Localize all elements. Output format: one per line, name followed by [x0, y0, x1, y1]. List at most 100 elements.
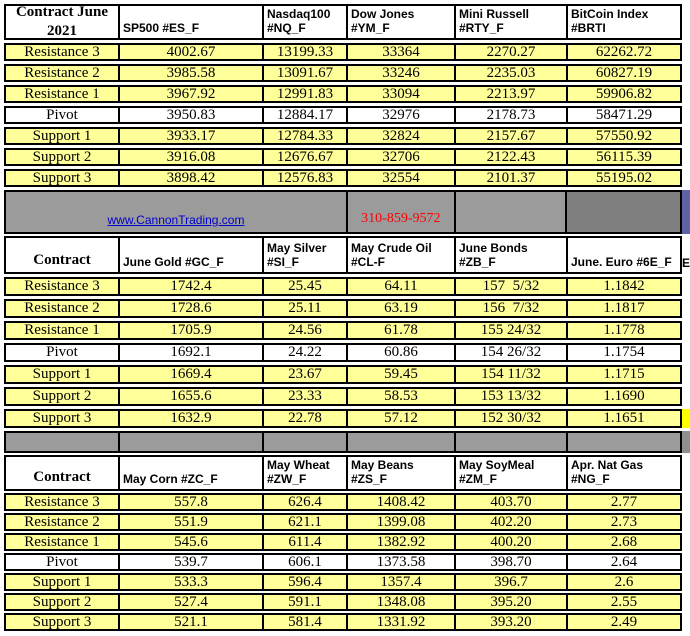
value-cell: 395.20 — [454, 593, 568, 611]
value-cell: 32706 — [346, 148, 456, 166]
table-row-resistance2: Resistance 2 551.9 621.1 1399.08 402.20 2.73 — [4, 513, 690, 531]
separator-cell — [262, 431, 348, 453]
header-row: Contract June Gold #GC_F May Silver #SI_… — [4, 236, 690, 274]
header-row: Contract June 2021 SP500 #ES_F Nasdaq100… — [4, 4, 690, 40]
value-cell: 3950.83 — [118, 106, 264, 124]
website-link[interactable]: www.CannonTrading.com — [107, 213, 245, 227]
value-cell: 551.9 — [118, 513, 264, 531]
column-header-russell: Mini Russell #RTY_F — [454, 4, 568, 40]
value-cell: 1632.9 — [118, 409, 264, 428]
column-header-bitcoin: BitCoin Index #BRTI — [566, 4, 682, 40]
value-cell: 60827.19 — [566, 64, 682, 82]
separator-band — [4, 431, 690, 453]
value-cell: 2235.03 — [454, 64, 568, 82]
column-header-gold: June Gold #GC_F — [118, 236, 264, 274]
value-cell: 402.20 — [454, 513, 568, 531]
value-cell: 25.11 — [262, 299, 348, 318]
value-cell: 1728.6 — [118, 299, 264, 318]
value-cell: 4002.67 — [118, 43, 264, 61]
column-header-nasdaq: Nasdaq100 #NQ_F — [262, 4, 348, 40]
row-label: Resistance 2 — [4, 299, 120, 318]
separator-cell — [118, 431, 264, 453]
value-cell: 1408.42 — [346, 493, 456, 511]
row-label: Pivot — [4, 553, 120, 571]
row-label: Resistance 1 — [4, 85, 120, 103]
row-label: Resistance 2 — [4, 513, 120, 531]
value-cell: 1.1690 — [566, 387, 682, 406]
value-cell: 2122.43 — [454, 148, 568, 166]
value-cell: 12884.17 — [262, 106, 348, 124]
separator-cell — [4, 431, 120, 453]
table-row-resistance2: Resistance 2 1728.6 25.11 63.19 156 7/32 1.18… — [4, 299, 690, 318]
table-row-support3: Support 3 1632.9 22.78 57.12 152 30/32 1.1651 — [4, 409, 690, 428]
value-cell: 156 7/32 — [454, 299, 568, 318]
row-label: Support 1 — [4, 127, 120, 145]
value-cell: 1705.9 — [118, 321, 264, 340]
value-cell: 155 24/32 — [454, 321, 568, 340]
row-label: Support 1 — [4, 573, 120, 591]
value-cell: 606.1 — [262, 553, 348, 571]
corner-header: Contract June 2021 — [4, 4, 120, 40]
column-header-sp500: SP500 #ES_F — [118, 4, 264, 40]
value-cell: 154 11/32 — [454, 365, 568, 384]
value-cell: 2270.27 — [454, 43, 568, 61]
value-cell: 3967.92 — [118, 85, 264, 103]
value-cell: 1348.08 — [346, 593, 456, 611]
value-cell: 58471.29 — [566, 106, 682, 124]
table-row-support1: Support 1 1669.4 23.67 59.45 154 11/32 1.1715 — [4, 365, 690, 384]
value-cell: 32824 — [346, 127, 456, 145]
value-cell: 2213.97 — [454, 85, 568, 103]
row-label: Pivot — [4, 343, 120, 362]
value-cell: 60.86 — [346, 343, 456, 362]
value-cell: 596.4 — [262, 573, 348, 591]
banner-dark-cell — [565, 190, 683, 234]
row-label: Support 2 — [4, 387, 120, 406]
table-index-futures: Contract June 2021 SP500 #ES_F Nasdaq100… — [4, 4, 690, 187]
value-cell: 154 26/32 — [454, 343, 568, 362]
value-cell: 3898.42 — [118, 169, 264, 187]
value-cell: 1357.4 — [346, 573, 456, 591]
value-cell: 2.77 — [566, 493, 682, 511]
row-label: Pivot — [4, 106, 120, 124]
value-cell: 1.1651 — [566, 409, 682, 428]
row-label: Support 2 — [4, 148, 120, 166]
value-cell: 1692.1 — [118, 343, 264, 362]
value-cell: 1655.6 — [118, 387, 264, 406]
separator-cell — [454, 431, 568, 453]
edge-truncated-header: E — [682, 236, 690, 274]
table-row-support3: Support 3 3898.42 12576.83 32554 2101.37 5519… — [4, 169, 690, 187]
value-cell: 3933.17 — [118, 127, 264, 145]
value-cell: 403.70 — [454, 493, 568, 511]
value-cell: 12991.83 — [262, 85, 348, 103]
value-cell: 2178.73 — [454, 106, 568, 124]
table-row-resistance1: Resistance 1 1705.9 24.56 61.78 155 24/32 1.1… — [4, 321, 690, 340]
value-cell: 24.22 — [262, 343, 348, 362]
value-cell: 23.67 — [262, 365, 348, 384]
value-cell: 22.78 — [262, 409, 348, 428]
value-cell: 13199.33 — [262, 43, 348, 61]
value-cell: 1331.92 — [346, 613, 456, 631]
column-header-crude: May Crude Oil #CL-F — [346, 236, 456, 274]
value-cell: 2.55 — [566, 593, 682, 611]
table-row-resistance1: Resistance 1 3967.92 12991.83 33094 2213.97 5… — [4, 85, 690, 103]
value-cell: 57.12 — [346, 409, 456, 428]
table-row-resistance3: Resistance 3 4002.67 13199.33 33364 2270.27 6… — [4, 43, 690, 61]
value-cell: 58.53 — [346, 387, 456, 406]
phone-number: 310-859-9572 — [361, 211, 441, 226]
table-grain-futures: Contract May Corn #ZC_F May Wheat #ZW_F … — [4, 455, 690, 631]
column-header-dow: Dow Jones #YM_F — [346, 4, 456, 40]
value-cell: 2157.67 — [454, 127, 568, 145]
highlight-marker — [682, 409, 690, 428]
value-cell: 3916.08 — [118, 148, 264, 166]
table-row-resistance2: Resistance 2 3985.58 13091.67 33246 2235.03 6… — [4, 64, 690, 82]
table-row-support3: Support 3 521.1 581.4 1331.92 393.20 2.49 — [4, 613, 690, 631]
value-cell: 400.20 — [454, 533, 568, 551]
value-cell: 62262.72 — [566, 43, 682, 61]
value-cell: 398.70 — [454, 553, 568, 571]
value-cell: 527.4 — [118, 593, 264, 611]
table-commodity-futures: Contract June Gold #GC_F May Silver #SI_… — [4, 236, 690, 428]
column-header-beans: May Beans #ZS_F — [346, 455, 456, 491]
separator-cell — [346, 431, 456, 453]
value-cell: 1373.58 — [346, 553, 456, 571]
value-cell: 521.1 — [118, 613, 264, 631]
